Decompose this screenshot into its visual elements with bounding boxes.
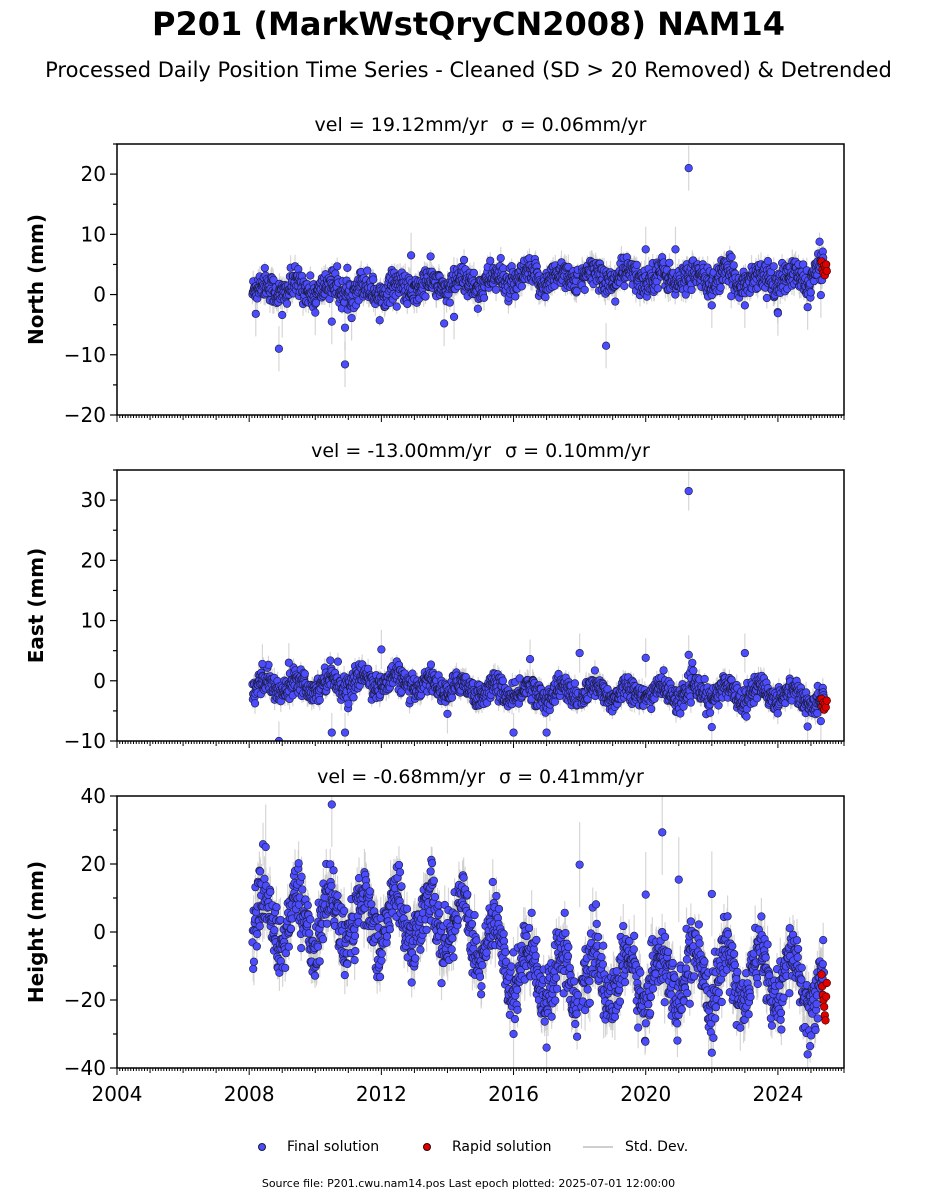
chart-subtitle: Processed Daily Position Time Series - C… <box>45 58 892 82</box>
final-solution-point <box>426 252 435 261</box>
final-solution-point <box>773 309 783 318</box>
stddev-bars-east <box>251 471 828 741</box>
y-tick-label: 20 <box>81 162 106 186</box>
final-solution-point <box>363 266 372 275</box>
final-solution-point <box>572 287 581 296</box>
final-solution-point <box>369 275 378 284</box>
final-solution-point <box>806 288 815 297</box>
panel-title-north: vel = 19.12mm/yr σ = 0.06mm/yr <box>315 114 647 136</box>
y-axis-label-east: East (mm) <box>24 548 48 664</box>
final-solution-point <box>282 299 292 308</box>
final-solution-point <box>269 275 278 284</box>
final-solution-point <box>729 261 738 270</box>
final-solution-point <box>340 323 350 332</box>
final-solution-point <box>517 282 526 291</box>
final-solution-point <box>403 299 412 309</box>
y-axis-ticks-north <box>110 143 117 416</box>
final-solution-point <box>343 263 352 272</box>
rapid-solution-points-north <box>817 257 831 280</box>
final-solution-point <box>620 281 629 291</box>
final-solution-point <box>421 292 430 301</box>
final-solution-point <box>306 271 315 280</box>
final-solution-point <box>511 292 520 301</box>
final-solution-point <box>496 254 505 263</box>
final-solution-point <box>799 260 808 269</box>
final-solution-point <box>392 302 401 311</box>
data-series-north <box>248 145 831 387</box>
y-tick-label: 0 <box>93 283 106 307</box>
data-series-east <box>248 471 831 741</box>
chart-title: P201 (MarkWstQryCN2008) NAM14 <box>151 5 785 43</box>
final-solution-point <box>740 301 749 310</box>
final-solution-point <box>684 163 693 173</box>
final-solution-point <box>611 297 620 306</box>
final-solution-point <box>449 312 459 321</box>
final-solution-point <box>541 293 550 302</box>
final-solution-point <box>803 303 812 312</box>
final-solution-point <box>407 251 416 260</box>
final-solution-point <box>641 245 650 254</box>
final-solution-point <box>440 319 449 328</box>
x-axis-ticks-north <box>116 415 845 422</box>
final-solution-point <box>601 341 611 350</box>
y-tick-label: −10 <box>64 343 106 367</box>
final-solution-point <box>491 285 501 294</box>
final-solution-point <box>727 252 736 262</box>
final-solution-point <box>653 284 662 293</box>
final-solution-point <box>769 262 778 271</box>
final-solution-point <box>580 285 589 294</box>
final-solution-point <box>375 316 384 325</box>
panel-title-east: vel = -13.00mm/yr σ = 0.10mm/yr <box>311 440 650 462</box>
final-solution-point <box>311 298 321 307</box>
y-axis-tick-labels-north: −20 −10 0 10 20 <box>64 162 106 427</box>
final-solution-point <box>479 293 489 303</box>
final-solution-point <box>311 308 320 317</box>
final-solution-point <box>632 260 641 269</box>
final-solution-point <box>445 298 454 307</box>
panel-sigma: σ = 0.10mm/yr <box>505 440 650 462</box>
final-solution-point <box>665 258 674 267</box>
final-solution-point <box>274 344 284 353</box>
rapid-solution-point <box>822 266 831 276</box>
final-solution-point <box>473 304 482 313</box>
final-solution-point <box>716 283 725 292</box>
final-solution-points-north <box>248 163 829 369</box>
y-tick-label: −20 <box>64 403 106 427</box>
final-solution-point <box>763 256 773 266</box>
final-solution-point <box>260 263 269 273</box>
final-solution-point <box>333 262 342 271</box>
panel-velocity: vel = -13.00mm/yr <box>311 440 491 462</box>
panel-velocity: vel = 19.12mm/yr <box>315 114 488 136</box>
final-solution-point <box>340 360 350 369</box>
final-solution-point <box>278 310 287 320</box>
final-solution-point <box>707 301 716 310</box>
y-tick-label: 10 <box>81 222 106 246</box>
final-solution-point <box>469 268 478 277</box>
final-solution-point <box>347 313 356 323</box>
final-solution-point <box>687 285 696 295</box>
final-solution-point <box>816 291 825 300</box>
final-solution-point <box>459 255 469 265</box>
final-solution-point <box>327 317 336 326</box>
panel-sigma: σ = 0.06mm/yr <box>502 114 647 136</box>
final-solution-point <box>815 237 824 246</box>
y-axis-label-north: North (mm) <box>24 214 48 345</box>
final-solution-point <box>486 256 495 265</box>
final-solution-point <box>671 245 680 254</box>
final-solution-point <box>251 309 260 318</box>
